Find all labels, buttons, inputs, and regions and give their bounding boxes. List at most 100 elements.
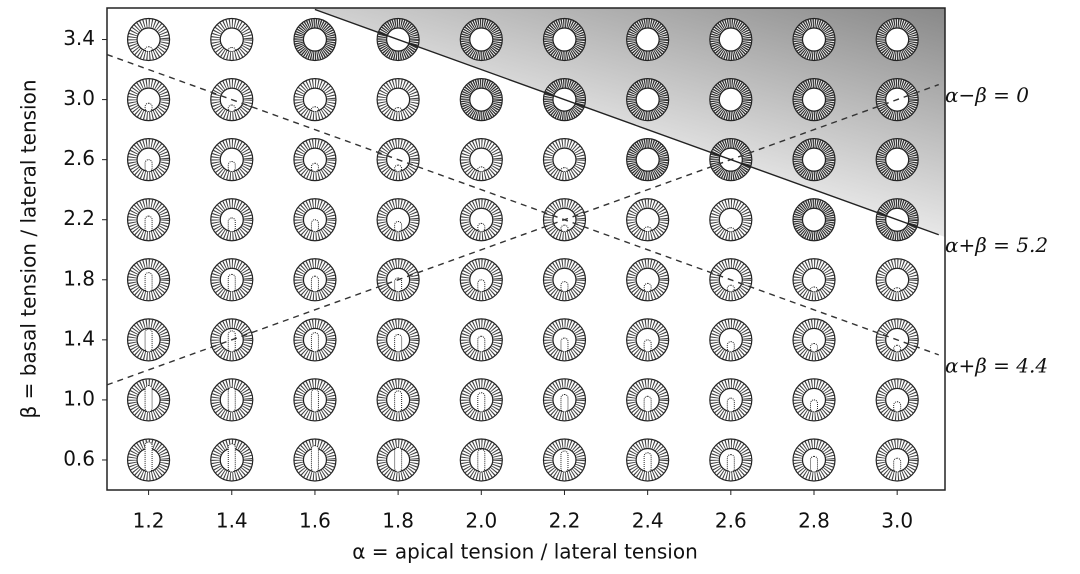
- cell-ring: [377, 439, 419, 481]
- y-tick-label: 3.4: [63, 26, 95, 50]
- cell-ring: [627, 439, 669, 481]
- invagination: [395, 165, 402, 172]
- cell-ring: [543, 19, 585, 61]
- cell-ring: [128, 319, 170, 361]
- cell-ring: [460, 199, 502, 241]
- cell-ring: [543, 259, 585, 301]
- cell-ring: [211, 439, 253, 481]
- cell-ring: [543, 379, 585, 421]
- invagination: [478, 449, 485, 472]
- cell-ring: [543, 439, 585, 481]
- cell-ring: [460, 19, 502, 61]
- invagination: [228, 218, 235, 232]
- cell-ring: [793, 259, 835, 301]
- cell-ring: [543, 319, 585, 361]
- invagination: [228, 387, 235, 412]
- invagination: [145, 160, 152, 172]
- invagination: [311, 163, 318, 171]
- ring-inner: [802, 28, 825, 51]
- cell-ring: [128, 379, 170, 421]
- ring-inner: [802, 148, 825, 171]
- invagination: [395, 391, 402, 412]
- cell-ring: [793, 379, 835, 421]
- invagination: [311, 446, 318, 472]
- y-axis-label: β = basal tension / lateral tension: [17, 79, 41, 418]
- cell-ring: [627, 199, 669, 241]
- invagination: [644, 453, 651, 472]
- y-tick-label: 2.6: [63, 146, 95, 170]
- invagination: [561, 282, 568, 292]
- cell-ring: [128, 139, 170, 181]
- cell-ring: [128, 199, 170, 241]
- cell-ring: [710, 19, 752, 61]
- cell-ring: [128, 439, 170, 481]
- invagination: [644, 396, 651, 412]
- cell-ring: [876, 259, 918, 301]
- invagination: [894, 288, 901, 292]
- cell-ring: [128, 259, 170, 301]
- line-label: α+β = 5.2: [945, 233, 1048, 257]
- y-tick-label: 1.0: [63, 386, 95, 410]
- invagination: [145, 216, 152, 232]
- invagination: [561, 225, 568, 232]
- cell-ring: [294, 319, 336, 361]
- invagination: [561, 168, 568, 172]
- cell-ring: [710, 79, 752, 121]
- ring-inner: [470, 88, 493, 111]
- invagination: [810, 456, 817, 472]
- y-tick-label: 0.6: [63, 446, 95, 470]
- cell-ring: [876, 19, 918, 61]
- cell-ring: [710, 439, 752, 481]
- ring-inner: [636, 28, 659, 51]
- cell-ring: [211, 19, 253, 61]
- invagination: [395, 222, 402, 232]
- line-label: α+β = 4.4: [945, 353, 1048, 377]
- cell-ring: [460, 379, 502, 421]
- invagination: [478, 167, 485, 172]
- cell-ring: [211, 379, 253, 421]
- cell-ring: [627, 19, 669, 61]
- x-tick-label: 2.2: [549, 509, 581, 533]
- invagination: [145, 103, 152, 111]
- cell-ring: [294, 439, 336, 481]
- cell-ring: [294, 19, 336, 61]
- cell-ring: [211, 199, 253, 241]
- cell-ring: [627, 139, 669, 181]
- y-tick-label: 1.8: [63, 266, 95, 290]
- invagination: [644, 340, 651, 352]
- cell-ring: [211, 139, 253, 181]
- invagination: [478, 393, 485, 412]
- cell-ring: [294, 139, 336, 181]
- invagination: [311, 389, 318, 412]
- ring-inner: [802, 208, 825, 231]
- invagination: [561, 338, 568, 352]
- x-tick-label: 3.0: [881, 509, 913, 533]
- cell-ring: [793, 19, 835, 61]
- invagination: [228, 444, 235, 472]
- cell-ring: [460, 259, 502, 301]
- y-tick-label: 3.0: [63, 86, 95, 110]
- cell-ring: [793, 439, 835, 481]
- invagination: [644, 227, 651, 232]
- invagination: [145, 329, 152, 352]
- invagination: [145, 47, 152, 52]
- x-tick-label: 2.8: [798, 509, 830, 533]
- invagination: [311, 107, 318, 112]
- ring-inner: [636, 88, 659, 111]
- cell-ring: [377, 199, 419, 241]
- cell-ring: [627, 79, 669, 121]
- cell-ring: [710, 379, 752, 421]
- ring-inner: [553, 28, 576, 51]
- invagination: [894, 402, 901, 412]
- ring-inner: [636, 148, 659, 171]
- cell-ring: [460, 139, 502, 181]
- cell-ring: [128, 79, 170, 121]
- invagination: [644, 283, 651, 291]
- x-tick-label: 2.6: [715, 509, 747, 533]
- x-tick-label: 1.2: [133, 509, 165, 533]
- invagination: [727, 398, 734, 412]
- invagination: [311, 220, 318, 232]
- x-tick-label: 1.8: [382, 509, 414, 533]
- invagination: [395, 108, 402, 112]
- x-axis-label: α = apical tension / lateral tension: [352, 540, 698, 564]
